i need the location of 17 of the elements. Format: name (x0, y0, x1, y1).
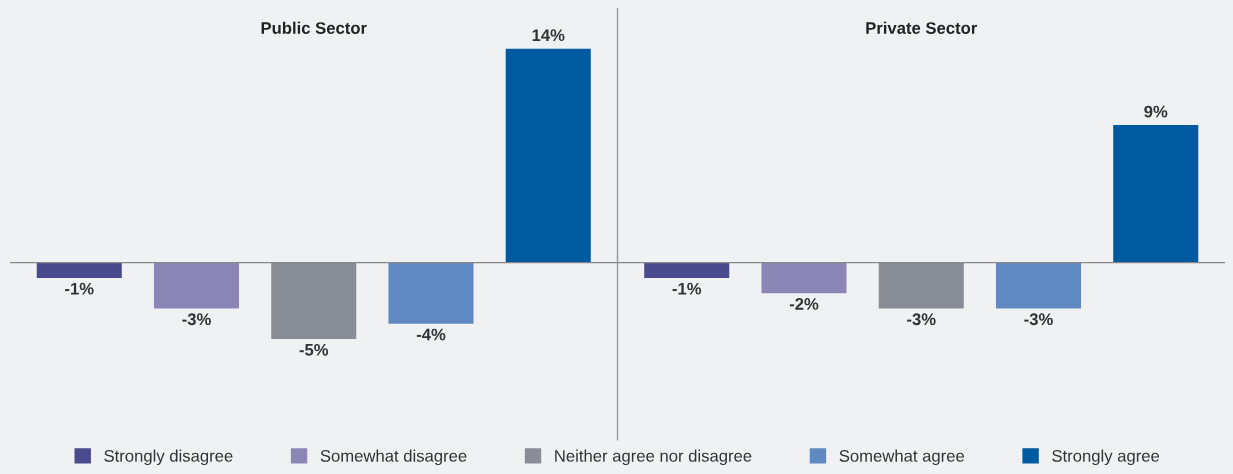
x-tick-label: Private Sector (866, 21, 978, 34)
legend-label: Somewhat agree (839, 449, 965, 466)
data-label: -3% (182, 313, 211, 326)
legend-label: Strongly agree (1052, 449, 1160, 466)
data-label: 14% (532, 29, 565, 42)
legend-label: Neither agree nor disagree (555, 449, 752, 466)
x-tick-label: Public Sector (261, 21, 367, 34)
data-label: -3% (1024, 313, 1053, 326)
data-label: -1% (672, 282, 702, 295)
legend-label: Somewhat disagree (320, 449, 467, 466)
legend-label: Strongly disagree (104, 449, 233, 466)
data-label: 9% (1144, 105, 1168, 118)
data-label: -3% (907, 313, 936, 326)
data-label: -2% (789, 298, 819, 310)
data-label: -4% (416, 328, 446, 341)
data-label: -1% (65, 282, 94, 295)
data-label: -5% (299, 343, 329, 356)
